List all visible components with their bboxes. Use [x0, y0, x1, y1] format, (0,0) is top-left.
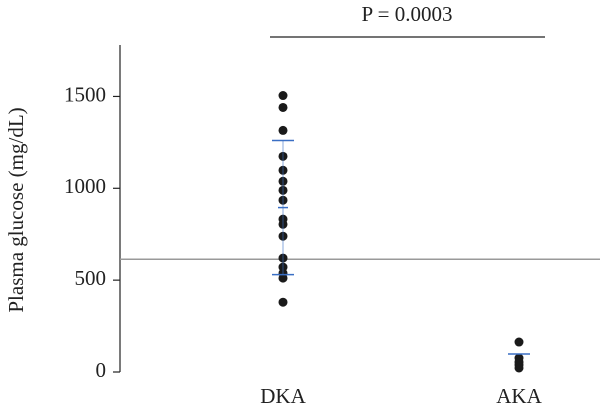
data-point [278, 102, 288, 112]
x-tick-label: AKA [496, 384, 542, 408]
data-point [278, 91, 288, 101]
y-tick-label: 0 [96, 358, 107, 382]
y-axis-label: Plasma glucose (mg/dL) [4, 107, 28, 312]
y-tick-label: 500 [75, 266, 107, 290]
data-point [514, 337, 524, 347]
y-tick-label: 1000 [64, 174, 106, 198]
data-point [278, 273, 288, 283]
x-tick-label: DKA [260, 384, 306, 408]
p-value: P = 0.0003 [362, 2, 453, 26]
y-tick-label: 1500 [64, 82, 106, 106]
data-point [514, 363, 524, 373]
data-point [278, 297, 288, 307]
data-point [278, 125, 288, 135]
